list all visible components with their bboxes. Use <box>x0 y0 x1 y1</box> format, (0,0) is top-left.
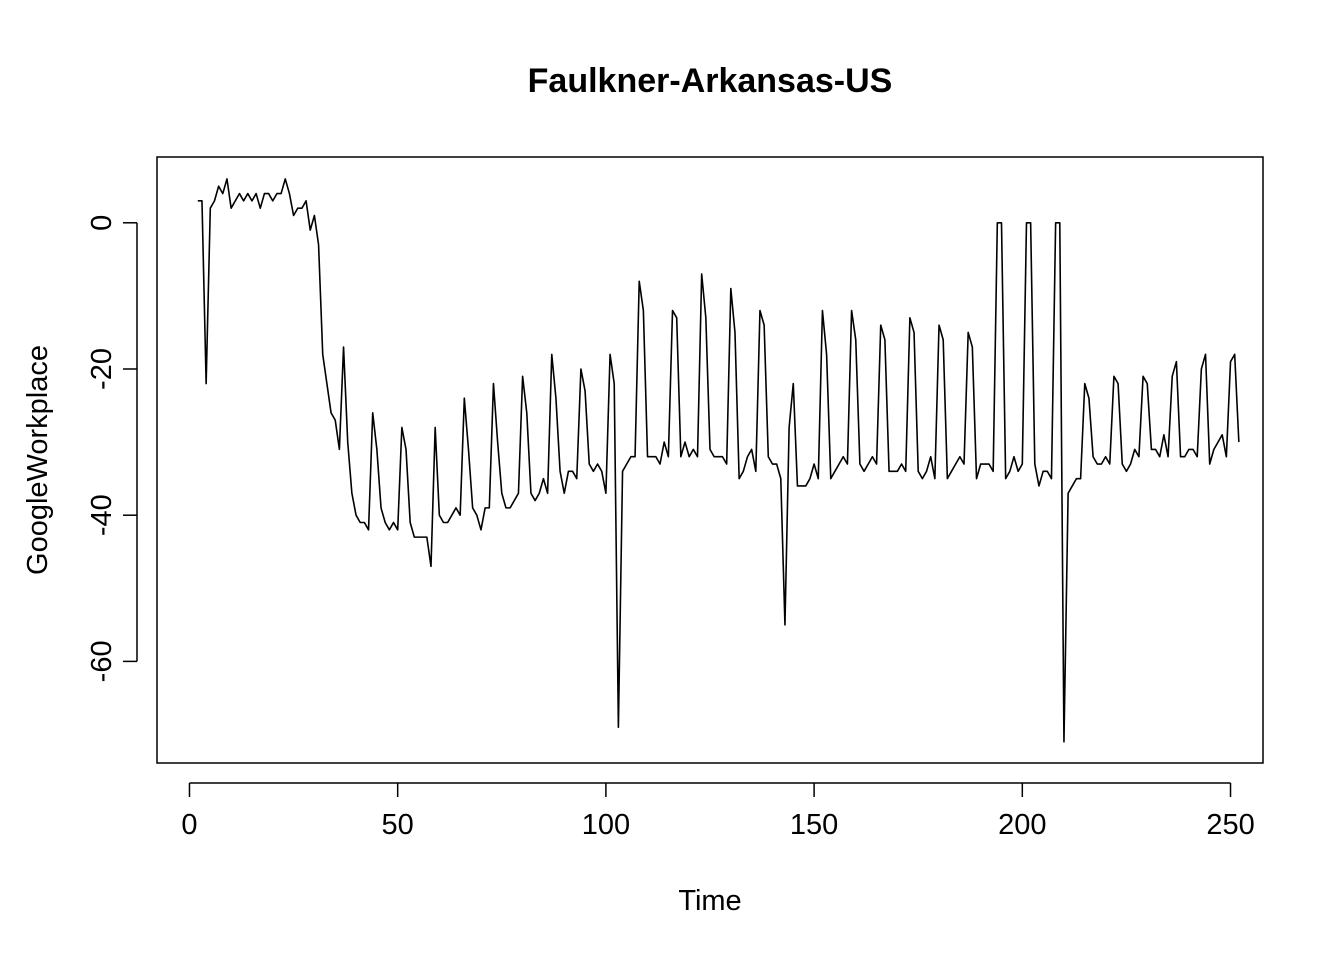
chart-title: Faulkner-Arkansas-US <box>528 62 893 100</box>
y-tick-label: -40 <box>86 494 118 536</box>
x-tick-label: 0 <box>181 809 197 841</box>
x-axis: 0 50 100 150 200 250 <box>181 782 1255 841</box>
y-tick-label: -60 <box>86 640 118 682</box>
y-axis-label: GoogleWorkplace <box>22 345 54 575</box>
data-points <box>197 178 1240 743</box>
plot-frame <box>156 156 1264 764</box>
y-axis: 0 -20 -40 -60 <box>86 215 138 682</box>
x-axis-label: Time <box>678 885 741 917</box>
series-line <box>197 178 1240 743</box>
x-tick-label: 50 <box>382 809 414 841</box>
x-tick-label: 150 <box>790 809 838 841</box>
x-tick-label: 200 <box>998 809 1046 841</box>
y-tick-label: 0 <box>86 215 118 231</box>
y-tick-label: -20 <box>86 348 118 390</box>
x-tick-label: 250 <box>1206 809 1254 841</box>
x-tick-label: 100 <box>582 809 630 841</box>
